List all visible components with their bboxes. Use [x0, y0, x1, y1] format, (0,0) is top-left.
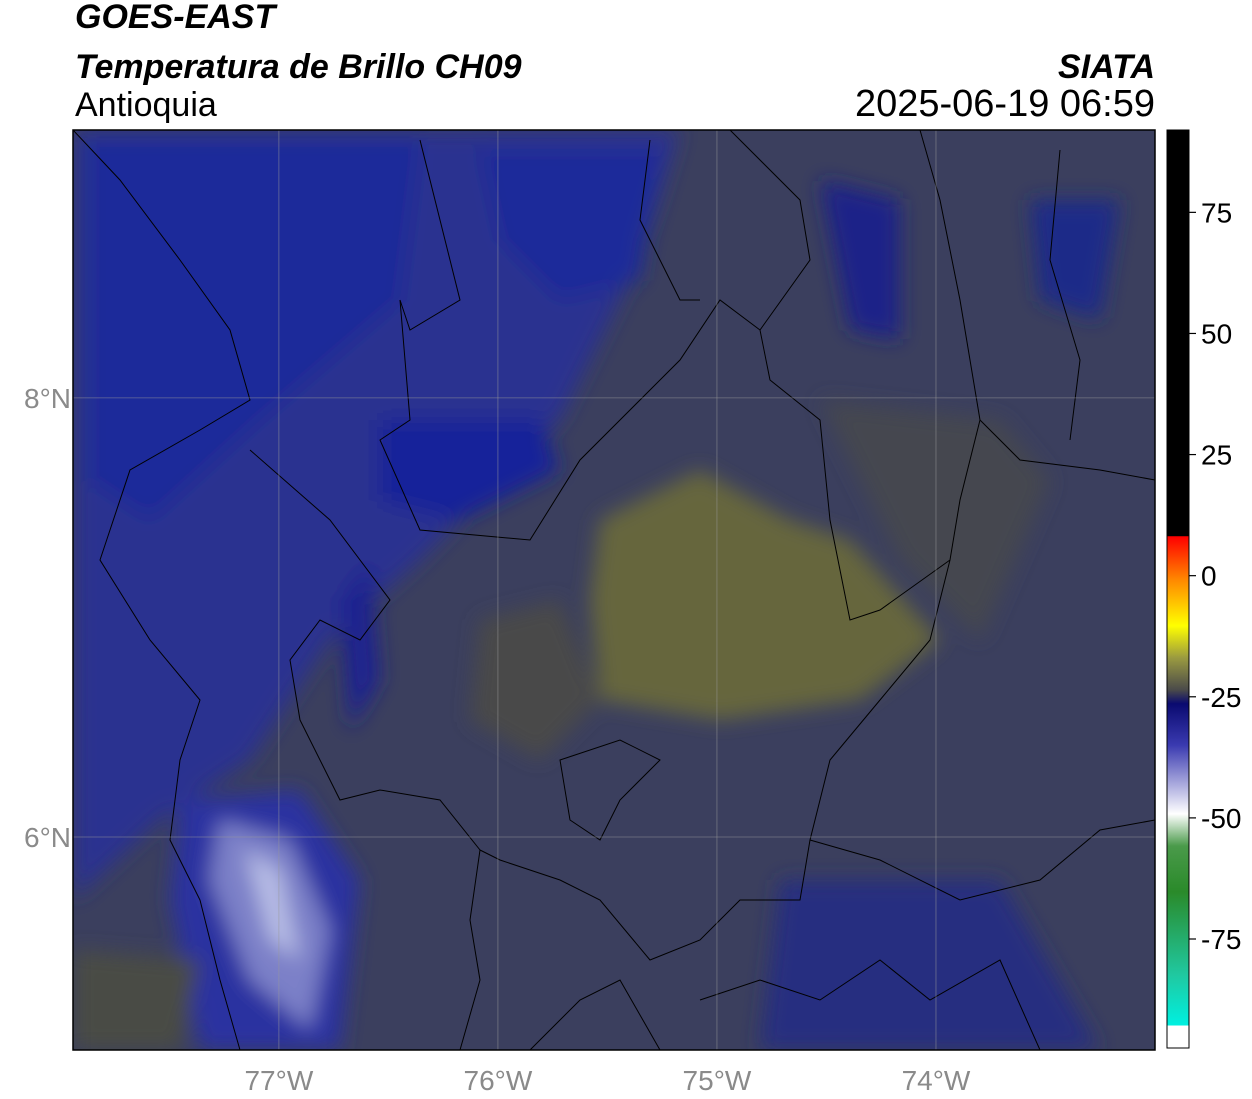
- graticule: [73, 130, 1155, 1050]
- map-frame: [72, 129, 1156, 1051]
- colorbar-tick-label: 0: [1201, 561, 1217, 592]
- lon-tick-label: 75°W: [683, 1065, 752, 1096]
- source: SIATA: [1058, 48, 1155, 86]
- lon-tick-label: 76°W: [464, 1065, 533, 1096]
- datetime: 2025-06-19 06:59: [855, 83, 1155, 125]
- colorbar-tick-label: 50: [1201, 318, 1232, 349]
- colorbar: [1166, 129, 1190, 1049]
- lat-tick-label: 6°N: [24, 822, 71, 853]
- map-image: [73, 130, 1155, 1050]
- colorbar-tick-label: -25: [1201, 682, 1241, 713]
- lon-tick-label: 77°W: [244, 1065, 313, 1096]
- title: GOES-EAST: [75, 0, 278, 36]
- lon-tick-label: 74°W: [902, 1065, 971, 1096]
- colorbar-tick-label: -75: [1201, 924, 1241, 955]
- region: Antioquia: [75, 86, 217, 124]
- colorbar-tick-label: 75: [1201, 197, 1232, 228]
- colorbar-tick-label: 25: [1201, 440, 1232, 471]
- subtitle: Temperatura de Brillo CH09: [75, 48, 522, 86]
- colorbar-tick-label: -50: [1201, 803, 1241, 834]
- lat-tick-label: 8°N: [24, 383, 71, 414]
- borders: [73, 130, 1155, 1050]
